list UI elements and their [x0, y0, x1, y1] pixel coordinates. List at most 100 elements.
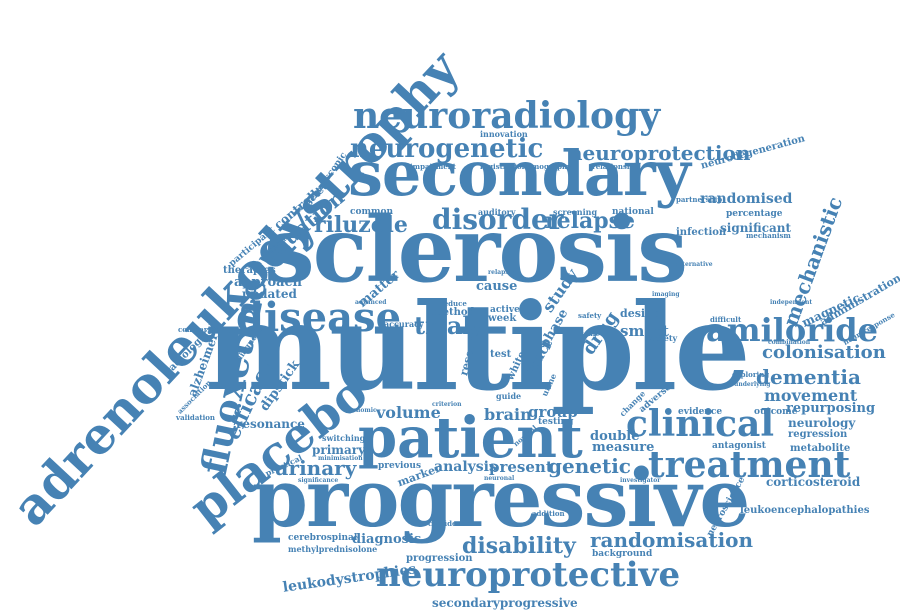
word-validation: validation — [176, 413, 216, 422]
word-colonisation: colonisation — [762, 342, 886, 363]
word-movement: movement — [764, 386, 858, 405]
word-comparing: comparing — [178, 325, 221, 334]
word-disease: disease — [236, 294, 402, 341]
word-secondaryprogressive: secondaryprogressive — [432, 596, 578, 610]
word-neuroprotection: neuroprotection — [568, 141, 751, 165]
word-amiloride: amiloride — [706, 311, 878, 349]
word-active: active — [490, 305, 520, 315]
word-approach: approach — [234, 275, 302, 290]
word-outcome: outcome — [754, 407, 798, 417]
word-reduce: reduce — [440, 299, 467, 308]
word-imaging: imaging — [652, 291, 680, 298]
word-regression: regression — [788, 429, 848, 440]
word-national: national — [612, 207, 654, 217]
word-neurogenetic: neurogenetic — [350, 134, 544, 164]
word-secondary: secondary — [348, 137, 691, 210]
word-partnership: partnership — [676, 195, 723, 204]
word-randomised: randomised — [700, 191, 793, 207]
word-advanced: advanced — [355, 299, 387, 306]
word-testing: testing — [538, 417, 574, 427]
word-infection: infection — [676, 227, 727, 238]
word-neuroprotective: neuroprotective — [376, 555, 681, 595]
word-repurposing: repurposing — [786, 401, 876, 416]
word-percentage: percentage — [726, 209, 783, 219]
word-design: design — [620, 307, 661, 320]
word-difficult: difficult — [710, 315, 742, 324]
word-mechanism: mechanism — [746, 231, 791, 240]
word-common: common — [350, 207, 394, 217]
word-investigator: investigator — [620, 477, 661, 484]
word-updated: updated — [242, 287, 297, 301]
word-exploring: exploring — [732, 370, 770, 379]
word-treatment: treatment — [648, 444, 851, 486]
word-evidence: evidence — [678, 407, 723, 417]
word-confidence: confidence — [428, 519, 471, 528]
word-neurology: neurology — [788, 416, 856, 430]
word-underlying: underlying — [734, 381, 771, 388]
word-antagonist: antagonist — [712, 441, 766, 451]
word-accuracy: accuracy — [384, 319, 424, 329]
word-analysis: analysis — [434, 459, 497, 475]
word-riluzole: riluzole — [314, 212, 408, 238]
word-dementia: dementia — [756, 365, 861, 389]
word-method: method — [432, 307, 475, 318]
word-sclerosis: sclerosis — [264, 197, 688, 303]
word-addition: addition — [532, 509, 565, 518]
word-neuroradiology: neuroradiology — [353, 95, 661, 137]
word-tomography: tomography — [524, 162, 572, 171]
word-scale: scale — [580, 329, 600, 338]
word-background: background — [592, 549, 653, 559]
word-criterion: criterion — [432, 401, 462, 408]
word-multiple: multiple — [205, 277, 751, 418]
word-guide: guide — [496, 391, 522, 401]
word-genetic: genetic — [548, 454, 631, 478]
word-alternative: alternative — [676, 261, 713, 268]
word-urinary: urinary — [274, 456, 357, 480]
word-randomisation: randomisation — [590, 528, 754, 552]
word-relapse: relapse — [545, 208, 635, 234]
word-cause: cause — [476, 279, 518, 294]
word-neuronal: neuronal — [484, 475, 515, 482]
word-trial: trial — [414, 311, 472, 340]
word-independent: independent — [770, 299, 813, 306]
word-safety: safety — [578, 311, 602, 320]
word-present: present — [489, 458, 553, 476]
word-cerebrospinal: cerebrospinal — [288, 533, 358, 543]
word-disorder: disorder — [432, 203, 564, 236]
word-innovation: innovation — [480, 129, 528, 139]
word-primary: primary — [312, 443, 366, 457]
word-corticosteroid: corticosteroid — [766, 475, 861, 489]
word-brain: brain — [484, 405, 532, 424]
word-relapsing: relapsing — [488, 269, 520, 276]
word-previous: previous — [378, 461, 422, 471]
word-diagnosis: diagnosis — [352, 532, 422, 547]
word-switching: switching — [322, 433, 366, 443]
word-smart: smart — [620, 322, 669, 340]
word-leukoencephalopathies: leukoencephalopathies — [740, 505, 870, 516]
word-resonance: resonance — [236, 417, 305, 431]
word-progressive: progressive — [252, 451, 750, 545]
word-combination: combination — [768, 339, 811, 346]
word-progression: progression — [406, 553, 473, 564]
word-significance: significance — [298, 477, 339, 484]
word-test: test — [490, 349, 512, 360]
word-significant: significant — [720, 221, 792, 235]
word-impairment: impairment — [410, 162, 457, 171]
word-metabolite: metabolite — [790, 443, 851, 454]
word-therapies: therapies — [223, 265, 276, 276]
word-methylprednisolone: methylprednisolone — [288, 544, 378, 554]
word-minimisation: minimisation — [318, 455, 363, 462]
word-disability: disability — [462, 533, 576, 559]
word-society: society — [646, 333, 678, 343]
word-week: week — [488, 313, 517, 324]
word-relationship: relationship — [592, 162, 640, 171]
word-clinical: clinical — [626, 403, 775, 445]
word-screening: screening — [553, 207, 598, 217]
word-volume: volume — [376, 403, 441, 422]
word-double: double — [590, 429, 640, 444]
word-genomic: genomic — [348, 407, 377, 414]
word-group: group — [528, 403, 578, 421]
word-registration: registration — [480, 162, 527, 171]
word-patient: patient — [358, 405, 583, 471]
